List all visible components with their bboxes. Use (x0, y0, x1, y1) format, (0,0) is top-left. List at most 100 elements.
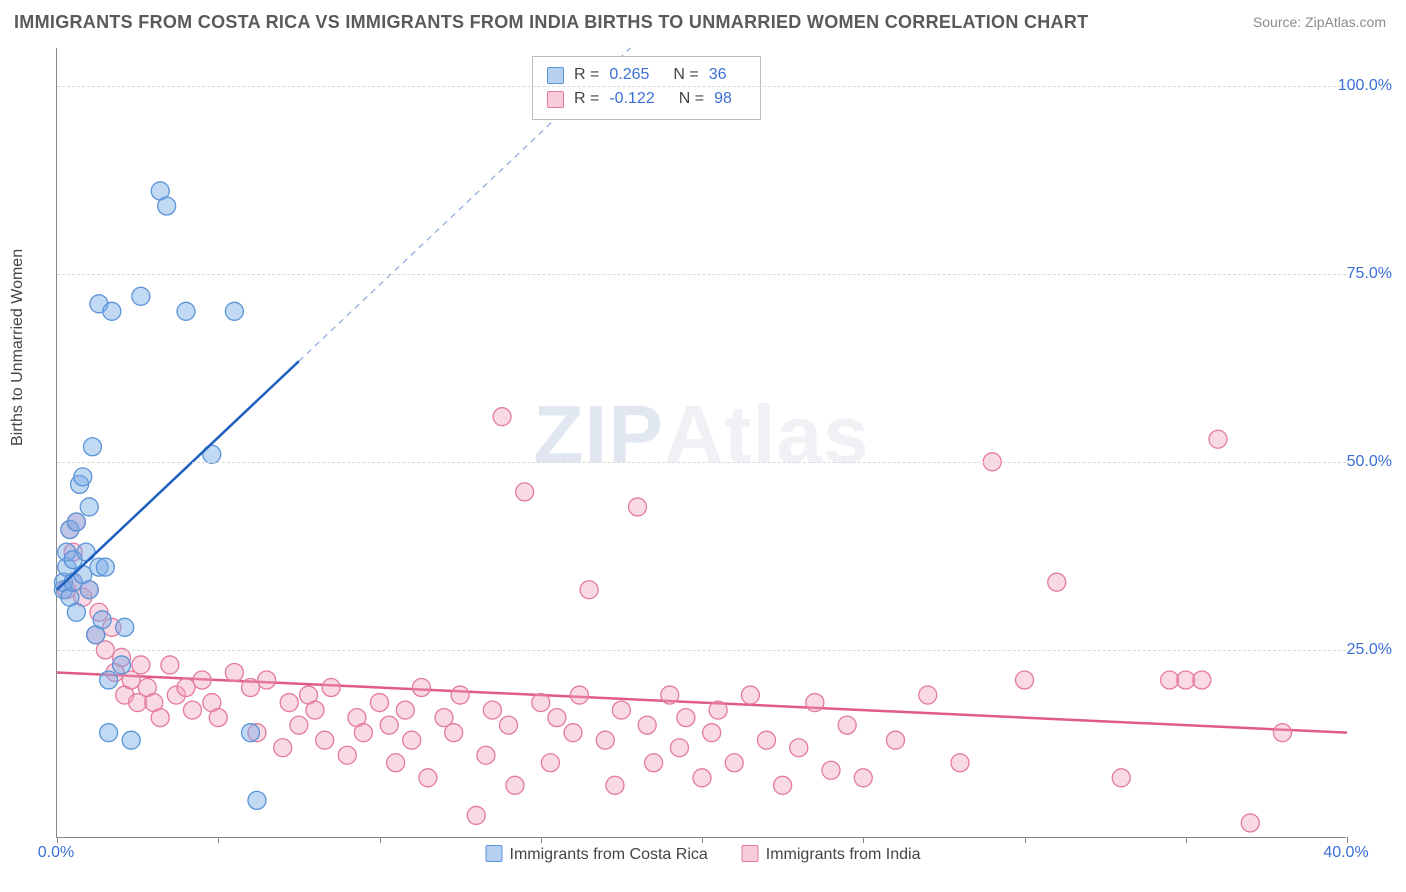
data-point-india (274, 739, 292, 757)
x-tick-mark (380, 837, 381, 843)
data-point-costa-rica (122, 731, 140, 749)
n-value: 36 (709, 63, 727, 87)
x-tick-mark (702, 837, 703, 843)
x-tick-label: 0.0% (38, 844, 74, 862)
data-point-costa-rica (83, 438, 101, 456)
legend-swatch (486, 845, 503, 862)
x-tick-mark (1347, 837, 1348, 843)
x-tick-mark (218, 837, 219, 843)
data-point-costa-rica (67, 603, 85, 621)
data-point-india (725, 754, 743, 772)
y-tick-label: 50.0% (1347, 453, 1392, 471)
data-point-india (225, 663, 243, 681)
data-point-costa-rica (96, 558, 114, 576)
r-label: R = (574, 63, 599, 87)
data-point-india (445, 724, 463, 742)
data-point-india (564, 724, 582, 742)
data-point-india (670, 739, 688, 757)
data-point-india (209, 709, 227, 727)
x-tick-mark (1025, 837, 1026, 843)
y-tick-label: 75.0% (1347, 265, 1392, 283)
y-axis-label: Births to Unmarried Women (9, 249, 27, 446)
source-label: Source: ZipAtlas.com (1253, 14, 1386, 30)
data-point-india (193, 671, 211, 689)
data-point-india (919, 686, 937, 704)
data-point-india (709, 701, 727, 719)
scatter-plot-area: ZIPAtlas R =0.265N =36R =-0.122N =98 (56, 48, 1346, 838)
data-point-india (1193, 671, 1211, 689)
data-point-india (151, 709, 169, 727)
data-point-india (451, 686, 469, 704)
data-point-india (774, 776, 792, 794)
data-point-costa-rica (77, 543, 95, 561)
data-point-india (703, 724, 721, 742)
data-point-india (570, 686, 588, 704)
data-point-india (419, 769, 437, 787)
data-point-india (306, 701, 324, 719)
n-label: N = (679, 87, 704, 111)
data-point-india (354, 724, 372, 742)
data-point-india (371, 694, 389, 712)
x-tick-mark (541, 837, 542, 843)
scatter-svg (57, 48, 1346, 837)
data-point-india (822, 761, 840, 779)
legend-swatch (742, 845, 759, 862)
data-point-costa-rica (225, 302, 243, 320)
data-point-india (477, 746, 495, 764)
data-point-india (132, 656, 150, 674)
r-label: R = (574, 87, 599, 111)
data-point-india (532, 694, 550, 712)
data-point-india (645, 754, 663, 772)
data-point-india (316, 731, 334, 749)
legend-bottom: Immigrants from Costa RicaImmigrants fro… (486, 845, 921, 864)
stats-row: R =-0.122N =98 (547, 87, 746, 111)
data-point-costa-rica (103, 302, 121, 320)
data-point-india (467, 806, 485, 824)
data-point-india (396, 701, 414, 719)
data-point-india (1274, 724, 1292, 742)
data-point-india (516, 483, 534, 501)
data-point-india (183, 701, 201, 719)
data-point-india (580, 581, 598, 599)
legend-item: Immigrants from Costa Rica (486, 845, 708, 864)
data-point-india (806, 694, 824, 712)
data-point-india (322, 679, 340, 697)
data-point-india (606, 776, 624, 794)
data-point-india (412, 679, 430, 697)
data-point-india (1048, 573, 1066, 591)
legend-swatch (547, 91, 564, 108)
data-point-india (541, 754, 559, 772)
data-point-costa-rica (100, 724, 118, 742)
x-tick-mark (863, 837, 864, 843)
data-point-costa-rica (177, 302, 195, 320)
data-point-india (854, 769, 872, 787)
data-point-costa-rica (132, 287, 150, 305)
n-value: 98 (714, 87, 732, 111)
data-point-india (629, 498, 647, 516)
data-point-india (1241, 814, 1259, 832)
gridline-h (57, 650, 1346, 651)
data-point-india (177, 679, 195, 697)
data-point-india (483, 701, 501, 719)
data-point-india (1016, 671, 1034, 689)
data-point-costa-rica (158, 197, 176, 215)
data-point-costa-rica (113, 656, 131, 674)
x-tick-mark (57, 837, 58, 843)
data-point-costa-rica (242, 724, 260, 742)
data-point-india (548, 709, 566, 727)
data-point-costa-rica (100, 671, 118, 689)
data-point-costa-rica (93, 611, 111, 629)
data-point-india (1161, 671, 1179, 689)
data-point-india (758, 731, 776, 749)
data-point-india (403, 731, 421, 749)
stats-row: R =0.265N =36 (547, 63, 746, 87)
x-tick-label: 40.0% (1323, 844, 1368, 862)
data-point-india (493, 408, 511, 426)
n-label: N = (673, 63, 698, 87)
gridline-h (57, 86, 1346, 87)
legend-swatch (547, 67, 564, 84)
data-point-costa-rica (80, 581, 98, 599)
data-point-india (887, 731, 905, 749)
data-point-costa-rica (116, 618, 134, 636)
data-point-india (1112, 769, 1130, 787)
